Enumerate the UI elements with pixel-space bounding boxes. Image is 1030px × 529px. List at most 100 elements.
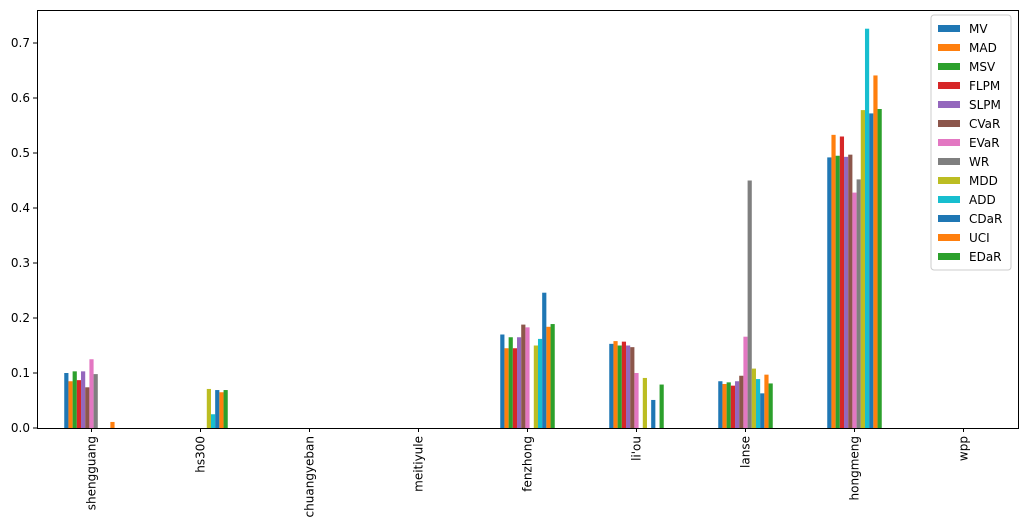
legend: MV MAD MSV FLPM SLPM CVaR EVaR WR MDD ADD CDaR UCI E… <box>930 14 1012 271</box>
legend-swatch <box>938 215 960 222</box>
y-tick-label: 0.3 <box>11 256 30 270</box>
y-axis: 0.0 0.1 0.2 0.3 0.4 0.5 0.6 0.7 <box>11 36 37 435</box>
legend-swatch <box>938 139 960 146</box>
plot-frame <box>37 10 1019 429</box>
x-tick-label: shengguang <box>85 436 99 510</box>
bar-cvar-shengguang <box>85 387 90 428</box>
y-tick-label: 0.1 <box>11 366 30 380</box>
bar-mv-liou <box>609 343 614 428</box>
bar-add-lanse <box>755 379 761 428</box>
bar-mad-hongmeng <box>831 134 836 428</box>
legend-label: UCI <box>969 231 990 245</box>
legend-label: SLPM <box>969 98 1001 112</box>
legend-label: MAD <box>969 41 997 55</box>
bar-mv-hongmeng <box>827 157 832 428</box>
bar-mad-liou <box>613 341 618 428</box>
legend-swatch <box>938 120 960 127</box>
x-axis: shengguang hs300 chuangyeban meitiyule fenzh… <box>85 428 971 517</box>
bar-edar-hs300 <box>223 390 228 428</box>
bars-group <box>64 28 882 429</box>
bar-msv-fenzhong <box>508 337 513 428</box>
bar-edar-liou <box>659 384 664 428</box>
bar-evar-lanse <box>743 336 748 428</box>
bar-msv-lanse <box>726 382 731 428</box>
y-tick-label: 0.0 <box>11 421 30 435</box>
x-tick-label: hongmeng <box>848 436 862 500</box>
bar-uci-lanse <box>764 374 769 428</box>
bar-cdar-liou <box>651 399 656 428</box>
legend-label: CDaR <box>969 212 1002 226</box>
bar-wr-lanse <box>747 180 752 428</box>
legend-swatch <box>938 253 960 260</box>
bar-cvar-hongmeng <box>848 154 853 428</box>
bar-mdd-fenzhong <box>533 345 538 428</box>
bar-flpm-fenzhong <box>512 348 518 428</box>
legend-box <box>930 14 1012 271</box>
legend-swatch <box>938 196 960 203</box>
legend-swatch <box>938 177 960 184</box>
bar-add-fenzhong <box>537 338 543 428</box>
legend-swatch <box>938 158 960 165</box>
bar-evar-fenzhong <box>525 327 530 428</box>
bar-uci-fenzhong <box>546 326 551 428</box>
bar-edar-fenzhong <box>550 324 555 428</box>
legend-swatch <box>938 82 960 89</box>
bar-mv-shengguang <box>64 373 69 428</box>
bar-evar-shengguang <box>89 359 94 428</box>
x-tick-label: hs300 <box>194 436 208 473</box>
legend-label: EVaR <box>969 136 1000 150</box>
bar-slpm-shengguang <box>81 371 86 428</box>
bar-flpm-hongmeng <box>839 136 845 428</box>
legend-label: ADD <box>969 193 996 207</box>
bar-evar-liou <box>634 373 639 428</box>
bar-uci-hs300 <box>219 392 224 428</box>
x-tick-label: wpp <box>957 436 971 461</box>
y-tick-label: 0.4 <box>11 201 30 215</box>
bar-cvar-liou <box>630 347 635 428</box>
legend-label: CVaR <box>969 117 1000 131</box>
legend-label: MDD <box>969 174 998 188</box>
bar-evar-hongmeng <box>852 192 857 428</box>
x-tick-label: fenzhong <box>521 436 535 492</box>
x-tick-label: li'ou <box>630 436 644 461</box>
bar-uci-hongmeng <box>873 75 878 428</box>
bar-slpm-hongmeng <box>844 156 849 428</box>
bar-cdar-fenzhong <box>542 292 547 428</box>
bar-wr-shengguang <box>93 374 98 428</box>
bar-mdd-hs300 <box>206 388 211 428</box>
bar-mad-shengguang <box>68 381 73 428</box>
y-tick-label: 0.2 <box>11 311 30 325</box>
legend-label: MSV <box>969 60 996 74</box>
legend-label: EDaR <box>969 250 1002 264</box>
legend-swatch <box>938 101 960 108</box>
legend-label: MV <box>969 22 988 36</box>
bar-msv-shengguang <box>72 371 77 428</box>
legend-swatch <box>938 63 960 70</box>
bar-flpm-lanse <box>730 385 736 428</box>
bar-mdd-hongmeng <box>860 110 865 428</box>
bar-mad-fenzhong <box>504 348 509 428</box>
legend-label: WR <box>969 155 989 169</box>
bar-mv-lanse <box>718 381 723 428</box>
bar-cdar-hs300 <box>215 390 220 428</box>
legend-label: FLPM <box>969 79 1000 93</box>
x-tick-label: meitiyule <box>412 436 426 492</box>
bar-flpm-liou <box>621 341 627 428</box>
bar-slpm-liou <box>626 345 631 428</box>
y-tick-label: 0.6 <box>11 91 30 105</box>
bar-mdd-liou <box>642 377 647 428</box>
bar-mv-fenzhong <box>500 334 505 428</box>
bar-edar-hongmeng <box>877 109 882 428</box>
legend-swatch <box>938 234 960 241</box>
bar-mad-lanse <box>722 384 727 428</box>
x-tick-label: lanse <box>739 436 753 468</box>
bar-cdar-lanse <box>760 393 765 428</box>
bar-add-hongmeng <box>864 28 870 428</box>
legend-swatch <box>938 44 960 51</box>
bar-msv-liou <box>617 345 622 428</box>
bar-cvar-fenzhong <box>521 324 526 428</box>
y-tick-label: 0.5 <box>11 146 30 160</box>
bar-edar-lanse <box>768 383 773 428</box>
legend-swatch <box>938 25 960 32</box>
